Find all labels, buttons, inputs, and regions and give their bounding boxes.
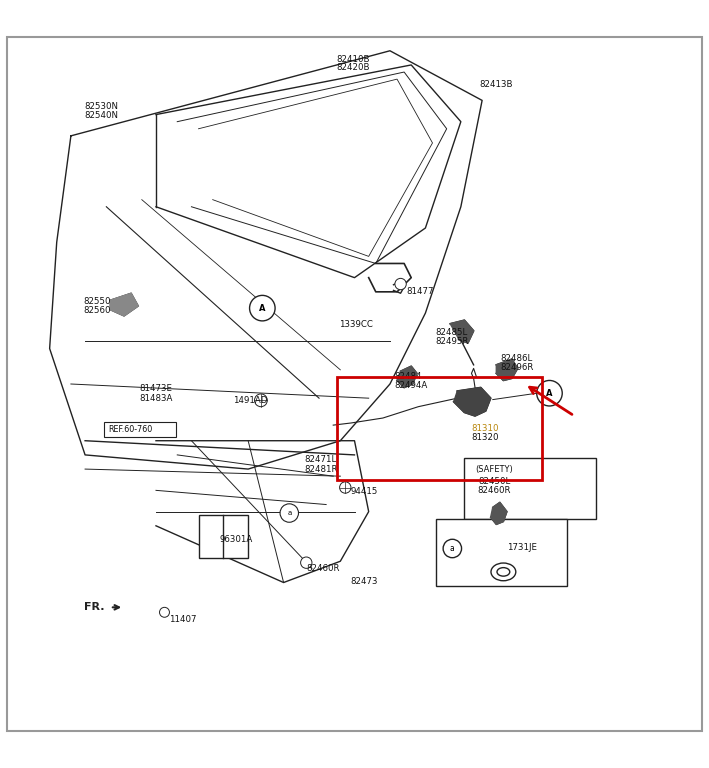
FancyBboxPatch shape (104, 422, 176, 437)
Text: 82530N: 82530N (84, 101, 118, 111)
Circle shape (301, 557, 312, 568)
Ellipse shape (491, 563, 516, 581)
Text: 82484: 82484 (394, 372, 422, 381)
Text: 82494A: 82494A (394, 381, 428, 390)
Polygon shape (496, 359, 518, 380)
Circle shape (537, 380, 562, 406)
Circle shape (340, 482, 351, 493)
Text: 81483A: 81483A (139, 394, 172, 402)
Bar (436, 518, 567, 586)
Text: 82460R: 82460R (477, 486, 511, 495)
Text: A: A (259, 303, 266, 313)
Polygon shape (450, 320, 474, 343)
Text: 81310: 81310 (471, 424, 499, 433)
Text: 82420B: 82420B (336, 63, 370, 72)
Text: (SAFETY): (SAFETY) (475, 465, 513, 475)
Bar (199, 515, 248, 558)
Polygon shape (110, 293, 138, 316)
Circle shape (443, 539, 462, 558)
Circle shape (160, 607, 169, 617)
Text: 82495R: 82495R (435, 337, 469, 346)
Text: 82486L: 82486L (501, 354, 532, 363)
Text: 11407: 11407 (169, 615, 196, 624)
Text: 81473E: 81473E (139, 385, 172, 393)
Text: a: a (287, 510, 291, 516)
Text: A: A (546, 389, 553, 398)
Text: 1339CC: 1339CC (339, 320, 373, 329)
Text: 82410B: 82410B (336, 55, 370, 64)
Bar (337, 377, 542, 480)
Polygon shape (491, 502, 507, 525)
Text: 82473: 82473 (350, 577, 378, 586)
Text: 82496R: 82496R (501, 363, 534, 372)
Text: a: a (450, 544, 454, 553)
Text: 96301A: 96301A (220, 535, 253, 545)
Circle shape (395, 278, 406, 290)
Text: 81320: 81320 (471, 433, 499, 442)
Polygon shape (454, 388, 491, 416)
Text: 82540N: 82540N (84, 111, 118, 120)
Text: 1731JE: 1731JE (507, 543, 537, 552)
Text: 82413B: 82413B (479, 80, 513, 88)
Text: FR.: FR. (84, 602, 104, 612)
Text: 82485L: 82485L (435, 328, 467, 336)
Text: 82460R: 82460R (306, 564, 340, 573)
Bar (464, 458, 596, 518)
Circle shape (255, 394, 267, 407)
Text: 82550: 82550 (84, 297, 111, 306)
Text: 82481R: 82481R (305, 465, 338, 474)
Text: 82471L: 82471L (305, 455, 337, 465)
Text: 94415: 94415 (350, 487, 378, 495)
Circle shape (280, 504, 298, 522)
Text: 82450L: 82450L (478, 477, 510, 485)
Text: 81477: 81477 (406, 286, 434, 296)
Polygon shape (397, 366, 417, 388)
Text: 82560: 82560 (84, 306, 111, 316)
Text: 1491AD: 1491AD (233, 396, 267, 405)
Ellipse shape (497, 568, 510, 576)
Text: REF.60-760: REF.60-760 (108, 425, 152, 434)
Circle shape (250, 296, 275, 321)
